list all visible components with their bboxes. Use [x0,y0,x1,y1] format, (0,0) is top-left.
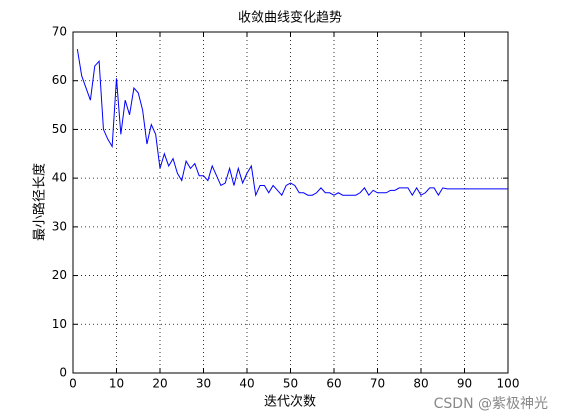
x-tick-label: 100 [497,377,520,391]
watermark: CSDN @紫极神光 [434,396,548,412]
y-tick-label: 40 [52,171,67,185]
chart-title: 收敛曲线变化趋势 [238,10,342,26]
y-tick-label: 20 [52,268,67,282]
y-tick-label: 60 [52,73,67,87]
y-tick-label: 0 [59,366,67,380]
y-tick-label: 10 [52,317,67,331]
plot-frame [72,31,509,374]
y-tick-label: 30 [52,219,67,233]
x-tick-label: 20 [152,377,167,391]
x-tick-label: 40 [239,377,254,391]
y-tick-label: 70 [52,25,67,39]
x-tick-label: 0 [69,377,77,391]
x-tick-label: 60 [326,377,341,391]
y-axis-label: 最小路径长度 [32,163,48,241]
x-tick-label: 50 [283,377,298,391]
y-tick-label: 50 [52,122,67,136]
data-line [76,48,508,197]
x-tick-label: 80 [413,377,428,391]
x-tick-label: 30 [196,377,211,391]
x-tick-label: 90 [457,377,472,391]
x-axis-label: 迭代次数 [264,394,316,410]
x-tick-label: 10 [109,377,124,391]
x-tick-label: 70 [370,377,385,391]
